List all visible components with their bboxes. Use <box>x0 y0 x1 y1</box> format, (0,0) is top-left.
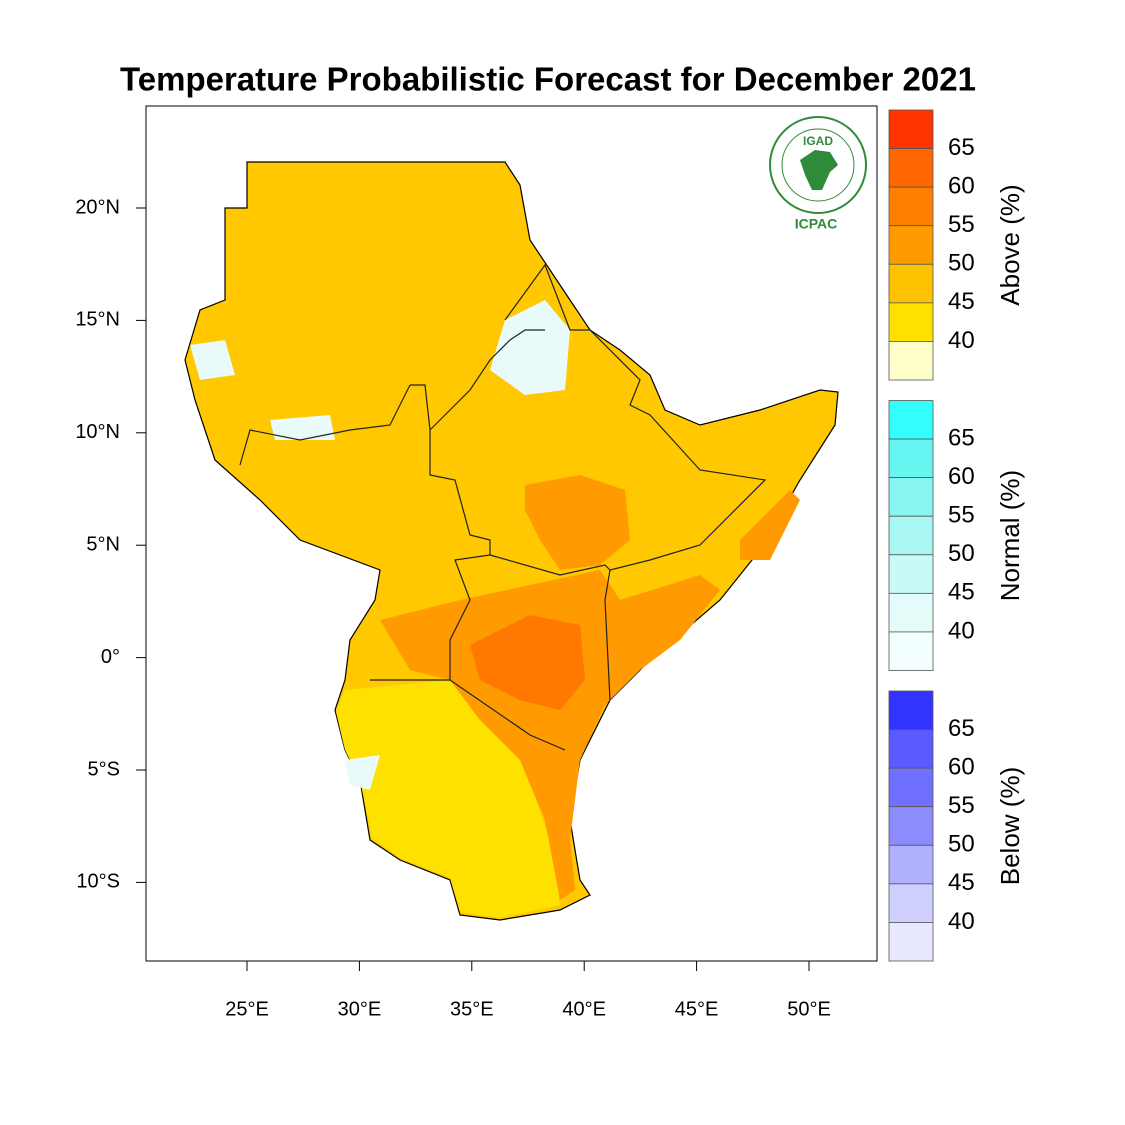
y-tick-label: 10°N <box>75 421 120 443</box>
legend-swatch <box>888 690 934 730</box>
legend-swatch <box>888 515 934 556</box>
legend-tick-label: 50 <box>948 540 975 567</box>
logo: IGAD ICPAC <box>769 116 867 232</box>
legend-tick-label: 40 <box>948 908 975 935</box>
zone-dark-orange <box>470 615 585 710</box>
border <box>504 263 767 701</box>
legend-tick-label: 45 <box>948 579 975 606</box>
y-tick-label: 10°S <box>76 871 120 893</box>
zone-ethiopia-orange <box>525 475 630 570</box>
map-frame <box>145 105 878 962</box>
y-tick-label: 5°N <box>86 533 120 555</box>
legend-label: Normal (%) <box>995 470 1025 601</box>
x-tick-label: 40°E <box>562 998 606 1020</box>
y-tick-label: 20°N <box>75 196 120 218</box>
title: Temperature Probabilistic Forecast for D… <box>120 61 976 98</box>
logo-bottom: ICPAC <box>795 216 838 232</box>
logo-africa <box>800 150 838 190</box>
legend-tick-label: 40 <box>948 617 975 644</box>
legend-tick-label: 60 <box>948 753 975 780</box>
x-tick-label: 45°E <box>675 998 719 1020</box>
zone-yellow <box>336 680 560 918</box>
logo-ring <box>781 128 855 202</box>
border <box>489 554 611 576</box>
legend-swatch <box>888 767 934 808</box>
legend-swatch <box>888 631 934 671</box>
legend-swatch <box>888 263 934 304</box>
x-tick-label: 30°E <box>338 998 382 1020</box>
legend-label: Below (%) <box>995 767 1025 885</box>
y-tick-label: 5°S <box>88 758 120 780</box>
y-tick-label: 15°N <box>75 309 120 331</box>
legend-label: Above (%) <box>995 184 1025 305</box>
legend-swatch <box>888 438 934 479</box>
legend-tick-label: 45 <box>948 869 975 896</box>
legend-swatch <box>888 341 934 381</box>
legend-tick-label: 55 <box>948 792 975 819</box>
legend-swatch <box>888 225 934 265</box>
legend-tick-label: 65 <box>948 134 975 161</box>
legend-swatch <box>888 592 934 633</box>
legend-tick-label: 60 <box>948 172 975 199</box>
legend-tick-label: 50 <box>948 831 975 858</box>
legend-tick-label: 40 <box>948 327 975 354</box>
legend-tick-label: 60 <box>948 463 975 490</box>
legend-swatch <box>888 729 934 769</box>
legend-swatch <box>888 922 934 962</box>
legend-tick-label: 55 <box>948 502 975 529</box>
legend-swatch <box>888 400 934 440</box>
zone-light <box>490 300 570 395</box>
legend-swatch <box>888 883 934 923</box>
legend-swatch <box>888 477 934 517</box>
legend-tick-label: 50 <box>948 250 975 277</box>
logo-top: IGAD <box>803 134 833 148</box>
legend-tick-label: 65 <box>948 424 975 451</box>
legend-tick-label: 55 <box>948 211 975 238</box>
legend-swatch <box>888 806 934 846</box>
y-tick-label: 0° <box>101 646 120 668</box>
border <box>410 329 545 432</box>
legend-swatch <box>888 186 934 227</box>
legend-swatch <box>888 844 934 885</box>
legend-swatch <box>888 148 934 188</box>
zone-coast-orange <box>740 490 800 560</box>
x-tick-label: 35°E <box>450 998 494 1020</box>
legend-tick-label: 45 <box>948 288 975 315</box>
legend-tick-label: 65 <box>948 715 975 742</box>
zone-light <box>270 415 335 440</box>
zone-light <box>190 340 235 380</box>
legend-swatch <box>888 554 934 594</box>
zone-orange <box>380 570 720 900</box>
legend-swatch <box>888 302 934 342</box>
x-tick-label: 50°E <box>787 998 831 1020</box>
border <box>449 679 566 751</box>
map <box>184 161 839 921</box>
zone-light <box>345 755 380 790</box>
x-tick-label: 25°E <box>225 998 269 1020</box>
border <box>239 384 411 466</box>
legend-swatch <box>888 109 934 149</box>
